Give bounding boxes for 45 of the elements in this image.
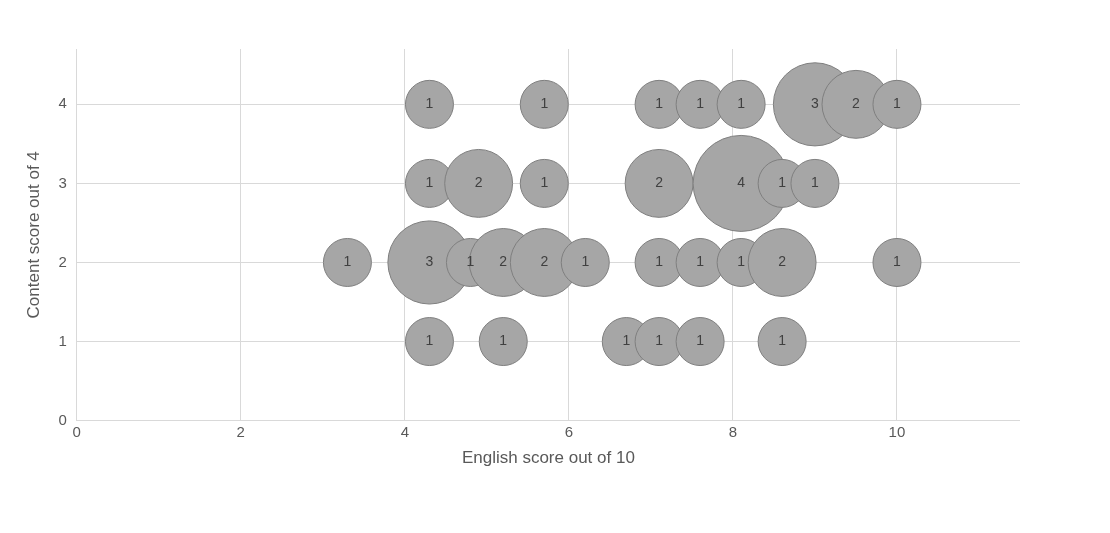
data-label: 1 xyxy=(778,332,787,349)
x-tick-label: 8 xyxy=(728,422,738,440)
data-label: 1 xyxy=(540,174,549,191)
data-label: 1 xyxy=(696,253,705,270)
y-tick-label: 2 xyxy=(58,252,67,270)
data-label: 1 xyxy=(343,253,352,270)
data-label: 1 xyxy=(778,174,787,191)
x-tick-label: 10 xyxy=(888,422,906,440)
x-tick-label: 0 xyxy=(72,422,81,440)
data-label: 1 xyxy=(466,253,475,270)
y-tick-label: 0 xyxy=(58,410,67,428)
y-tick-label: 1 xyxy=(58,331,67,349)
data-label: 1 xyxy=(696,332,705,349)
data-label: 4 xyxy=(737,174,746,191)
data-label: 2 xyxy=(499,253,508,270)
x-tick-label: 2 xyxy=(236,422,245,440)
data-label: 1 xyxy=(425,174,434,191)
data-label: 2 xyxy=(474,174,483,191)
data-label: 1 xyxy=(425,332,434,349)
data-label: 1 xyxy=(696,95,705,112)
x-axis-title: English score out of 10 xyxy=(461,448,635,468)
x-tick-label: 4 xyxy=(400,422,409,440)
data-label: 1 xyxy=(893,253,902,270)
y-tick-label: 4 xyxy=(58,94,67,112)
data-label: 1 xyxy=(499,332,508,349)
y-tick-label: 3 xyxy=(58,173,67,191)
data-label: 2 xyxy=(778,253,787,270)
data-label: 2 xyxy=(540,253,549,270)
data-label: 1 xyxy=(737,253,746,270)
data-label: 1 xyxy=(425,95,434,112)
data-label: 3 xyxy=(425,253,434,270)
data-label: 1 xyxy=(893,95,902,112)
data-label: 1 xyxy=(655,253,664,270)
data-label: 2 xyxy=(852,95,861,112)
data-label: 1 xyxy=(540,95,549,112)
data-label: 1 xyxy=(811,174,820,191)
data-label: 1 xyxy=(581,253,590,270)
data-label: 1 xyxy=(655,95,664,112)
data-label: 2 xyxy=(655,174,664,191)
data-label: 1 xyxy=(622,332,631,349)
data-label: 3 xyxy=(811,95,820,112)
data-label: 1 xyxy=(655,332,664,349)
y-axis-title: Content score out of 4 xyxy=(23,151,43,319)
x-tick-label: 6 xyxy=(564,422,574,440)
data-label: 1 xyxy=(737,95,746,112)
